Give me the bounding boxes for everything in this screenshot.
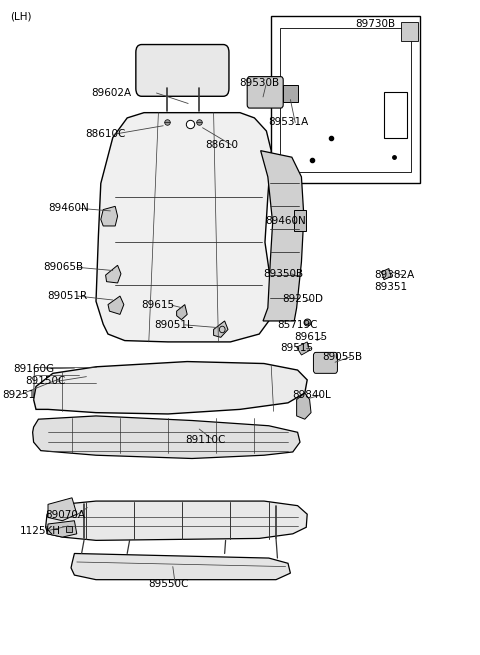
- Polygon shape: [108, 296, 124, 314]
- Polygon shape: [46, 501, 307, 540]
- Text: 89051L: 89051L: [155, 320, 193, 330]
- Polygon shape: [33, 416, 300, 458]
- Text: 89065B: 89065B: [43, 262, 84, 272]
- Text: 85719C: 85719C: [277, 320, 318, 330]
- Text: 89250D: 89250D: [282, 294, 323, 305]
- Text: 88610C: 88610C: [85, 129, 126, 140]
- Text: 88610: 88610: [205, 140, 239, 151]
- Text: 89840L: 89840L: [292, 390, 331, 400]
- Text: 89150C: 89150C: [25, 376, 65, 386]
- FancyBboxPatch shape: [247, 77, 283, 108]
- Polygon shape: [48, 498, 77, 521]
- Polygon shape: [297, 342, 310, 355]
- Polygon shape: [401, 22, 418, 41]
- Text: 1125KH: 1125KH: [20, 525, 61, 536]
- Bar: [294, 210, 306, 231]
- Text: 89615: 89615: [294, 332, 327, 343]
- Polygon shape: [101, 206, 118, 226]
- Polygon shape: [297, 393, 311, 419]
- Polygon shape: [214, 321, 228, 337]
- Text: 89055B: 89055B: [323, 352, 363, 362]
- Text: 89730B: 89730B: [355, 19, 396, 29]
- Text: 89515: 89515: [280, 343, 313, 354]
- Polygon shape: [96, 113, 271, 342]
- Text: 89460N: 89460N: [48, 203, 89, 214]
- Text: 89110C: 89110C: [185, 434, 225, 445]
- Text: 89351: 89351: [374, 282, 408, 292]
- Text: 89382A: 89382A: [374, 270, 415, 280]
- Polygon shape: [106, 265, 121, 283]
- Text: 89051R: 89051R: [47, 291, 87, 301]
- Polygon shape: [261, 151, 304, 321]
- Text: 89460N: 89460N: [265, 215, 306, 226]
- Text: 89550C: 89550C: [148, 579, 188, 590]
- Text: 89350B: 89350B: [263, 269, 303, 279]
- Text: (LH): (LH): [11, 11, 32, 22]
- Polygon shape: [34, 362, 307, 414]
- Text: 89615: 89615: [142, 300, 175, 310]
- Text: 89531A: 89531A: [268, 117, 308, 128]
- Text: 89160G: 89160G: [13, 364, 55, 374]
- Polygon shape: [382, 269, 391, 280]
- Polygon shape: [177, 305, 187, 320]
- Polygon shape: [71, 553, 290, 580]
- FancyBboxPatch shape: [136, 45, 229, 96]
- Text: 89530B: 89530B: [239, 78, 279, 88]
- FancyBboxPatch shape: [313, 352, 337, 373]
- Polygon shape: [47, 521, 77, 537]
- Text: 89251: 89251: [2, 390, 36, 400]
- Text: 89602A: 89602A: [91, 88, 132, 98]
- Bar: [283, 85, 298, 102]
- Text: 89070A: 89070A: [46, 510, 85, 521]
